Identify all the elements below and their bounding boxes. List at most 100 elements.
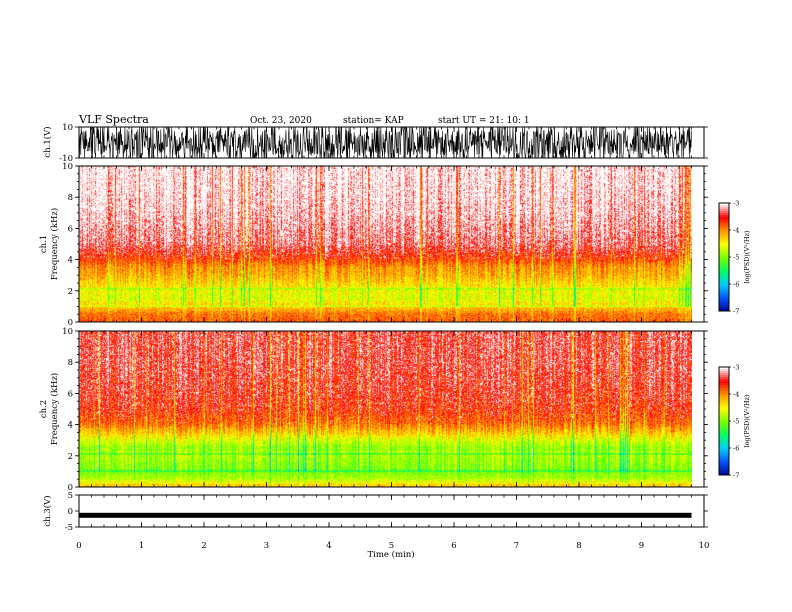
ch2-colorbar-gradient-step	[719, 403, 729, 406]
ch2-spectrogram-y-tick-label-2: 4	[68, 421, 73, 431]
ch1-colorbar-gradient-step	[719, 231, 729, 234]
time-axis-ticks: 0 1 2 3 4 5 6 7 8 9 10	[76, 127, 709, 551]
ch2-spectrogram-y-tick-label-0: 0	[68, 483, 73, 493]
ch2-colorbar-tick-label-4: -7	[733, 472, 739, 480]
ch2-colorbar: -3 -4 -5 -6 -7 log(PSD)(V²/Hz)	[718, 364, 751, 480]
ch1-colorbar-gradient-step	[719, 257, 729, 260]
ch2-colorbar-gradient-step	[719, 379, 729, 382]
ch2-colorbar-gradient-step	[719, 457, 729, 460]
ch2-colorbar-gradient-step	[719, 441, 729, 444]
ch2-colorbar-tick-label-3: -6	[733, 445, 739, 453]
start-time-label: start UT = 21: 10: 1	[438, 116, 530, 126]
ch1-colorbar: -3 -4 -5 -6 -7 log(PSD)(V²/Hz)	[718, 200, 751, 316]
ch1-colorbar-gradient-step	[719, 253, 729, 256]
ch1-colorbar-gradient-step	[719, 301, 729, 304]
ch1-colorbar-gradient-step	[719, 209, 729, 212]
ch2-colorbar-gradient-step	[719, 409, 729, 412]
ch2-spectrogram-image	[79, 331, 692, 487]
ch2-colorbar-gradient-step	[719, 429, 729, 432]
ch1-colorbar-tick-label-2: -5	[733, 254, 739, 262]
ch2-colorbar-gradient-step	[719, 463, 729, 466]
ch1-spectrogram-y-ticks: 0 2 4 6 8 10	[62, 162, 708, 328]
ch2-colorbar-gradient-step	[719, 433, 729, 436]
ch1-colorbar-gradient-step	[719, 281, 729, 284]
ch2-colorbar-gradient-step	[719, 455, 729, 458]
ch1-waveform-y-tick-label-0: -10	[59, 154, 73, 164]
ch2-colorbar-label: log(PSD)(V²/Hz)	[743, 394, 751, 447]
time-axis-label: Time (min)	[367, 549, 414, 560]
ch2-colorbar-gradient-step	[719, 397, 729, 400]
ch1-colorbar-gradient-step	[719, 213, 729, 216]
ch1-colorbar-gradient-step	[719, 255, 729, 258]
date-label: Oct. 23, 2020	[250, 116, 312, 126]
ch1-waveform-y-ticks: -10 10	[59, 123, 708, 164]
ch2-colorbar-gradient-step	[719, 381, 729, 384]
ch1-colorbar-gradient-step	[719, 227, 729, 230]
ch1-colorbar-gradient-step	[719, 303, 729, 306]
ch1-spectrogram-y-tick-label-3: 6	[68, 224, 73, 234]
ch1-colorbar-tick-label-4: -7	[733, 308, 739, 316]
time-tick-label-6: 6	[451, 541, 456, 551]
ch1-colorbar-tick-label-0: -3	[733, 200, 739, 208]
ch3-waveform-y-ticks: -5 0 5	[65, 491, 708, 533]
ch2-colorbar-gradient-step	[719, 447, 729, 450]
ch2-colorbar-gradient-step	[719, 465, 729, 468]
ch2-spectrogram-y-tick-label-4: 8	[68, 358, 73, 368]
ch2-colorbar-gradient-step	[719, 369, 729, 372]
ch1-spectrogram-image	[79, 166, 692, 322]
ch1-colorbar-gradient-step	[719, 235, 729, 238]
ch1-colorbar-gradient-step	[719, 217, 729, 220]
ch2-colorbar-gradient-step	[719, 425, 729, 428]
ch2-colorbar-gradient-step	[719, 377, 729, 380]
ch2-colorbar-tick-label-0: -3	[733, 364, 739, 372]
ch2-colorbar-gradient-step	[719, 371, 729, 374]
ch1-colorbar-gradient-step	[719, 305, 729, 308]
time-tick-label-9: 9	[639, 541, 644, 551]
ch1-colorbar-gradient-step	[719, 251, 729, 254]
ch2-colorbar-gradient-step	[719, 431, 729, 434]
ch1-colorbar-gradient-step	[719, 297, 729, 300]
ch1-colorbar-gradient-step	[719, 223, 729, 226]
ch2-colorbar-gradient-step	[719, 437, 729, 440]
ch2-colorbar-gradient-step	[719, 385, 729, 388]
ch1-spectrogram-y-tick-label-0: 0	[68, 318, 73, 328]
ch2-colorbar-gradient-step	[719, 393, 729, 396]
ch1-colorbar-tick-label-3: -6	[733, 281, 739, 289]
ch1-colorbar-gradient-step	[719, 283, 729, 286]
ch1-colorbar-gradient-step	[719, 291, 729, 294]
ch1-colorbar-gradient-step	[719, 203, 729, 206]
ch1-colorbar-label: log(PSD)(V²/Hz)	[743, 230, 751, 283]
ch2-colorbar-gradient-step	[719, 417, 729, 420]
ch3-waveform-y-tick-label-2: 5	[68, 491, 73, 501]
ch1-colorbar-gradient-step	[719, 211, 729, 214]
ch1-spectrogram-y-tick-label-5: 10	[62, 162, 73, 172]
ch2-colorbar-gradient-step	[719, 461, 729, 464]
ch1-colorbar-gradient-step	[719, 309, 729, 312]
ch2-spectrogram-y-label: Frequency (kHz)	[49, 373, 60, 445]
ch1-colorbar-gradient-step	[719, 205, 729, 208]
ch1-waveform-path	[78, 126, 692, 159]
ch2-colorbar-gradient-step	[719, 401, 729, 404]
ch1-waveform-y-tick-label-1: 10	[62, 123, 73, 133]
ch1-colorbar-gradient-step	[719, 287, 729, 290]
ch1-colorbar-gradient-step	[719, 243, 729, 246]
ch1-waveform-y-label: ch.1(V)	[42, 126, 53, 157]
ch2-colorbar-gradient-step	[719, 469, 729, 472]
ch3-waveform-trace	[79, 512, 692, 518]
ch1-colorbar-gradient-step	[719, 259, 729, 262]
station-label: station= KAP	[343, 116, 404, 126]
ch2-colorbar-gradient-step	[719, 399, 729, 402]
time-tick-label-3: 3	[264, 541, 269, 551]
ch3-waveform-panel: -505 0 1 2 3 4 5 6 7 8 9 10 ch.3(V) Time (min)	[42, 127, 709, 560]
ch1-spectrogram-panel: 0 2 4 6 8 10 ch.1 Frequency (kHz) -3 -4 -5 -6 -7 l…	[39, 162, 751, 328]
ch2-colorbar-gradient-step	[719, 383, 729, 386]
ch2-colorbar-gradient-step	[719, 367, 729, 370]
ch1-colorbar-gradient-step	[719, 299, 729, 302]
ch1-spectrogram-channel-label: ch.1	[39, 235, 49, 253]
ch3-waveform-y-tick-label-0: -5	[65, 523, 73, 533]
ch2-spectrogram-y-tick-label-3: 6	[68, 389, 73, 399]
ch1-spectrogram-y-label: Frequency (kHz)	[49, 208, 60, 280]
ch1-colorbar-gradient-step	[719, 277, 729, 280]
ch2-colorbar-gradient-step	[719, 415, 729, 418]
